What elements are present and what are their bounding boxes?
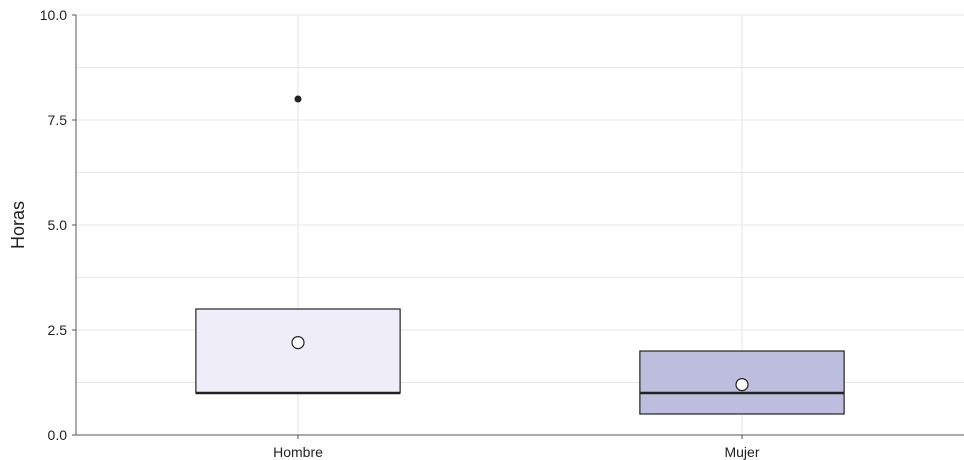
box-mujer <box>639 350 845 415</box>
y-tick-label: 2.5 <box>48 322 68 338</box>
y-tick-label: 5.0 <box>48 217 68 233</box>
x-tick-label: Mujer <box>724 444 759 460</box>
y-tick-label: 7.5 <box>48 112 68 128</box>
y-ticks: 0.0 2.5 5.0 7.5 10.0 <box>40 7 76 443</box>
y-axis-title: Horas <box>8 201 28 249</box>
box-mean-marker <box>735 378 749 392</box>
x-tick-label: Hombre <box>273 444 323 460</box>
boxes-layer <box>195 95 845 415</box>
x-ticks: Hombre Mujer <box>273 435 760 460</box>
y-tick-label: 0.0 <box>48 427 68 443</box>
box-iqr <box>195 308 401 394</box>
y-tick-label: 10.0 <box>40 7 67 23</box>
box-mean-marker <box>291 336 305 350</box>
outlier-point <box>294 95 302 103</box>
box-hombre <box>195 95 401 395</box>
